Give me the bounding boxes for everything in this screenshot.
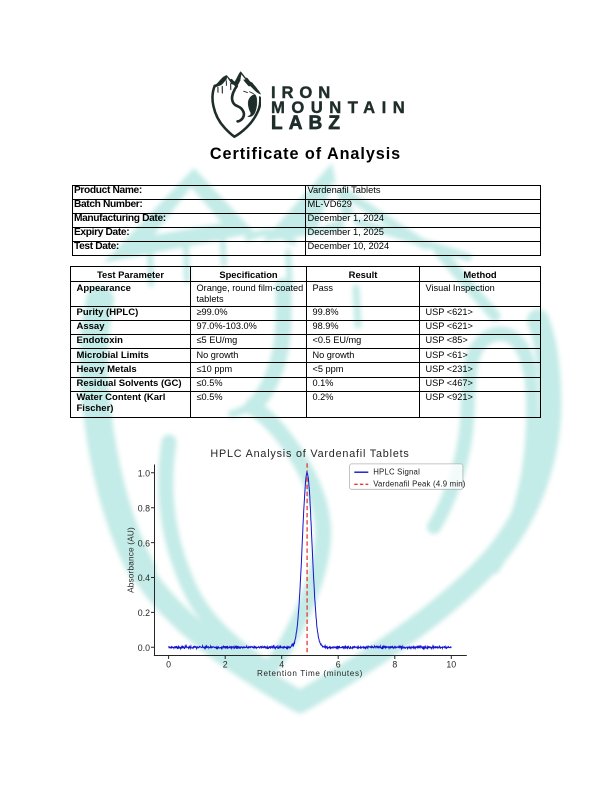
svg-text:0.2: 0.2 xyxy=(138,608,150,618)
svg-text:Retention Time (minutes): Retention Time (minutes) xyxy=(257,669,363,678)
svg-text:HPLC Signal: HPLC Signal xyxy=(373,468,420,477)
svg-text:0.8: 0.8 xyxy=(138,503,150,513)
svg-text:6: 6 xyxy=(336,659,341,669)
svg-text:HPLC Analysis of Vardenafil Ta: HPLC Analysis of Vardenafil Tablets xyxy=(210,448,409,460)
svg-text:0.6: 0.6 xyxy=(138,538,150,548)
svg-text:Vardenafil Peak (4.9 min): Vardenafil Peak (4.9 min) xyxy=(373,480,466,489)
svg-text:Absorbance (AU): Absorbance (AU) xyxy=(127,527,136,593)
svg-text:0.4: 0.4 xyxy=(138,573,150,583)
svg-text:0: 0 xyxy=(166,659,171,669)
svg-text:0.0: 0.0 xyxy=(138,643,150,653)
svg-text:10: 10 xyxy=(446,659,456,669)
svg-text:8: 8 xyxy=(392,659,397,669)
svg-text:4: 4 xyxy=(279,659,284,669)
svg-text:1.0: 1.0 xyxy=(138,469,150,479)
svg-text:2: 2 xyxy=(223,659,228,669)
